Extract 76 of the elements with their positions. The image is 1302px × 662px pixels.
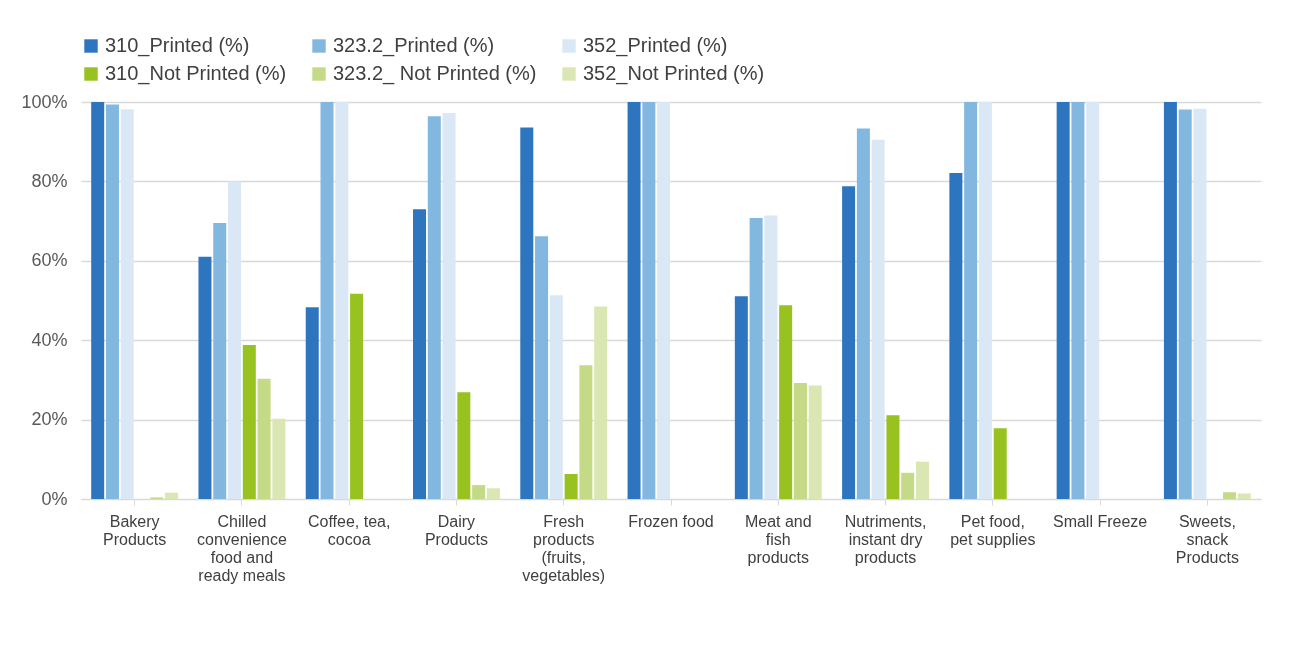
bar xyxy=(257,378,271,499)
x-tick-label: Pet food, pet supplies xyxy=(950,512,1036,548)
bar xyxy=(1086,102,1100,499)
y-tick-label: 20% xyxy=(31,409,68,430)
bar xyxy=(272,418,286,499)
bar xyxy=(305,307,319,499)
bar xyxy=(594,306,608,499)
y-tick-label: 100% xyxy=(21,91,68,112)
bar xyxy=(808,385,822,499)
bar xyxy=(1163,102,1177,499)
x-tick-label: Chilled convenience food and ready meals xyxy=(196,512,287,584)
x-tick-label: Coffee, tea, cocoa xyxy=(307,512,391,548)
bar xyxy=(91,102,105,499)
bar xyxy=(993,428,1007,499)
bar xyxy=(442,113,456,499)
legend-label: 310_Printed (%) xyxy=(105,34,250,57)
bar xyxy=(949,173,963,499)
bar xyxy=(871,139,885,499)
x-tick-label: Sweets, snack Products xyxy=(1175,512,1239,566)
bar xyxy=(764,215,778,499)
bar xyxy=(564,473,578,499)
bar xyxy=(520,127,534,499)
bar xyxy=(213,223,227,499)
bar xyxy=(535,236,549,499)
legend-label: 323.2_ Not Printed (%) xyxy=(333,62,537,85)
bar xyxy=(242,344,256,499)
bar xyxy=(901,472,915,499)
x-tick-label: Bakery Products xyxy=(103,512,167,548)
y-tick-label: 60% xyxy=(31,250,68,271)
bar xyxy=(228,181,242,499)
y-tick-label: 80% xyxy=(31,170,68,191)
bar xyxy=(120,109,134,499)
bar xyxy=(856,128,870,499)
bar xyxy=(427,116,441,499)
bar xyxy=(886,415,900,499)
legend-label: 352_Not Printed (%) xyxy=(583,62,765,85)
bar xyxy=(793,383,807,499)
bar xyxy=(413,209,427,499)
bar xyxy=(749,217,763,499)
bar xyxy=(472,485,486,499)
x-tick-label: Nutriments, instant dry products xyxy=(844,512,927,566)
bar xyxy=(320,102,334,499)
bar xyxy=(642,102,656,499)
x-tick-label: Frozen food xyxy=(628,512,714,530)
bar xyxy=(486,488,500,499)
bar xyxy=(964,102,978,499)
bar xyxy=(457,392,471,499)
bar xyxy=(779,305,793,499)
bar xyxy=(1056,102,1070,499)
bar xyxy=(105,104,119,499)
legend-label: 323.2_Printed (%) xyxy=(333,34,495,57)
bar xyxy=(335,102,349,499)
bar xyxy=(915,461,929,499)
bar xyxy=(350,293,364,499)
bar xyxy=(1237,493,1251,499)
bar xyxy=(627,102,641,499)
x-tick-label: Meat and fish products xyxy=(744,512,812,566)
bar xyxy=(734,296,748,499)
bar xyxy=(1223,492,1237,499)
bar xyxy=(165,492,179,499)
y-tick-label: 0% xyxy=(41,488,68,509)
bar xyxy=(842,186,856,499)
legend-label: 352_Printed (%) xyxy=(583,34,728,57)
y-tick-label: 40% xyxy=(31,329,68,350)
bar xyxy=(198,256,212,499)
bar xyxy=(549,295,563,499)
bar xyxy=(1193,108,1207,499)
bar xyxy=(579,365,593,499)
bar xyxy=(978,102,992,499)
x-tick-label: Fresh products (fruits, vegetables) xyxy=(522,512,606,584)
bar xyxy=(1071,102,1085,499)
bar xyxy=(1178,109,1192,499)
x-tick-label: Small Freeze xyxy=(1052,512,1148,530)
x-tick-label: Dairy Products xyxy=(424,512,489,548)
bar xyxy=(657,102,671,499)
legend-label: 310_Not Printed (%) xyxy=(105,62,287,85)
